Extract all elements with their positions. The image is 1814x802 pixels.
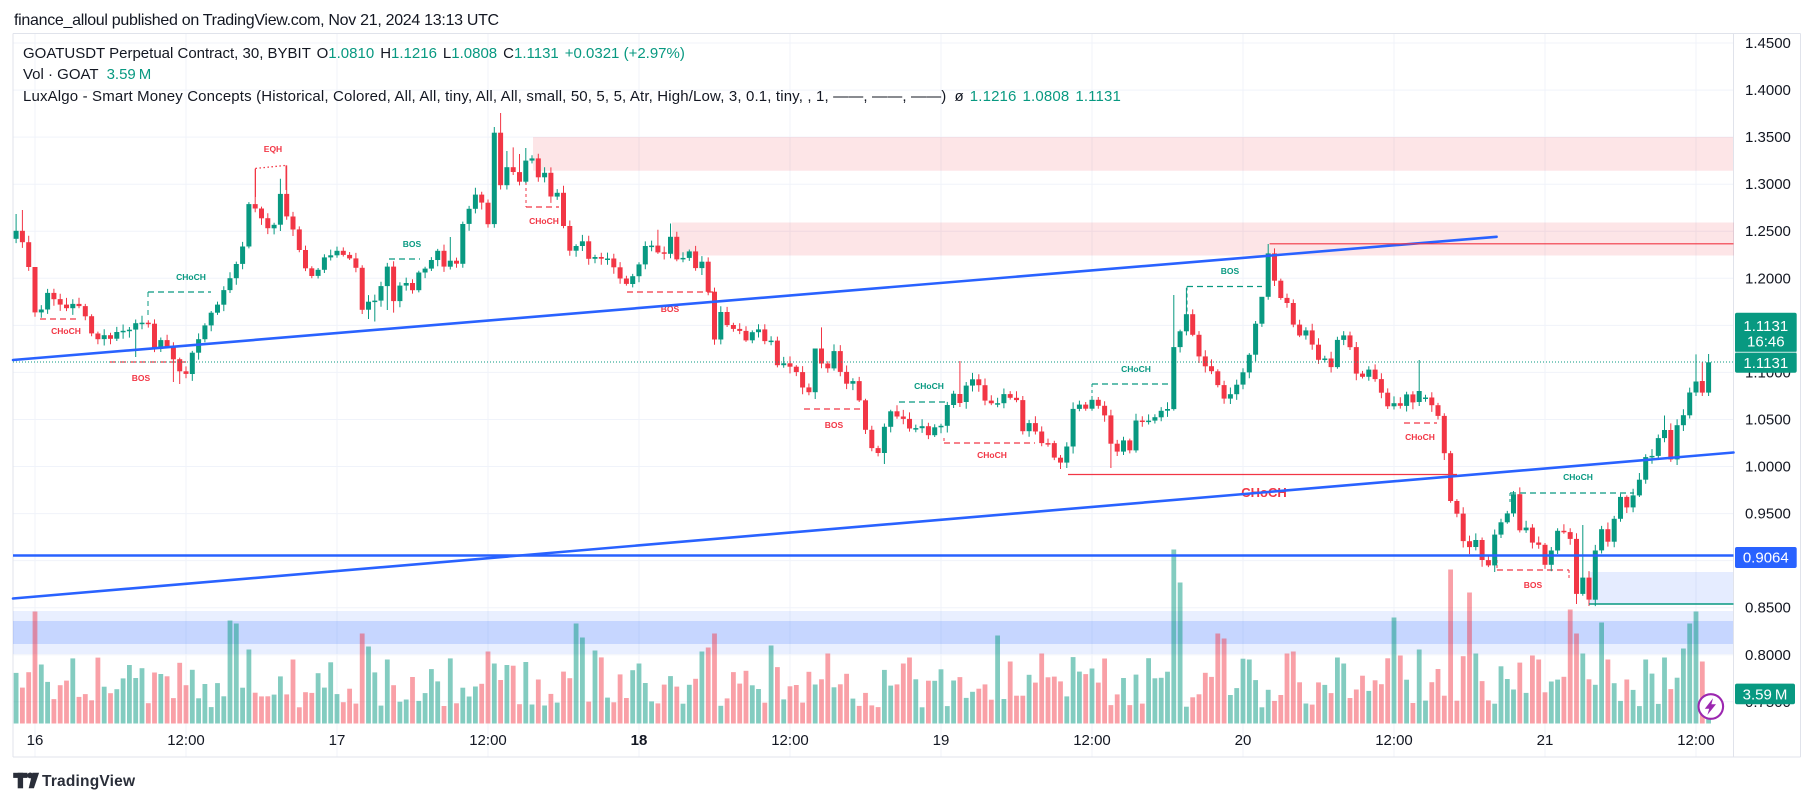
svg-text:CHoCH: CHoCH <box>914 381 944 391</box>
svg-text:1.3000: 1.3000 <box>1745 176 1791 193</box>
svg-text:21: 21 <box>1537 732 1554 749</box>
svg-text:finance_alloul published on Tr: finance_alloul published on TradingView.… <box>14 12 499 29</box>
svg-text:17: 17 <box>329 732 346 749</box>
svg-text:BOS: BOS <box>661 304 680 314</box>
svg-text:12:00: 12:00 <box>1677 732 1715 749</box>
svg-text:16:46: 16:46 <box>1747 334 1785 351</box>
svg-text:1.0000: 1.0000 <box>1745 459 1791 476</box>
svg-text:TradingView: TradingView <box>42 773 136 790</box>
svg-text:12:00: 12:00 <box>167 732 205 749</box>
svg-text:0.8500: 0.8500 <box>1745 600 1791 617</box>
svg-text:BOS: BOS <box>1524 580 1543 590</box>
svg-text:12:00: 12:00 <box>469 732 507 749</box>
svg-text:1.0500: 1.0500 <box>1745 412 1791 429</box>
svg-text:1.4500: 1.4500 <box>1745 35 1791 52</box>
svg-text:1.3500: 1.3500 <box>1745 129 1791 146</box>
svg-text:LuxAlgo - Smart Money Concepts: LuxAlgo - Smart Money Concepts (Historic… <box>23 88 1121 105</box>
svg-text:GOATUSDT Perpetual Contract, 3: GOATUSDT Perpetual Contract, 30, BYBIT O1… <box>23 45 685 62</box>
svg-text:EQH: EQH <box>264 144 282 154</box>
svg-text:1.2000: 1.2000 <box>1745 270 1791 287</box>
svg-text:1.1131: 1.1131 <box>1743 318 1788 335</box>
svg-text:0.9500: 0.9500 <box>1745 506 1791 523</box>
svg-text:CHoCH: CHoCH <box>529 216 559 226</box>
svg-text:0.9064: 0.9064 <box>1743 550 1789 567</box>
svg-text:CHoCH: CHoCH <box>1563 472 1593 482</box>
svg-text:16: 16 <box>27 732 44 749</box>
svg-text:19: 19 <box>933 732 950 749</box>
svg-text:0.8000: 0.8000 <box>1745 647 1791 664</box>
svg-text:CHoCH: CHoCH <box>1121 364 1151 374</box>
svg-text:20: 20 <box>1235 732 1252 749</box>
svg-text:BOS: BOS <box>132 373 151 383</box>
svg-text:3.59 M: 3.59 M <box>1743 686 1788 703</box>
svg-text:12:00: 12:00 <box>771 732 809 749</box>
svg-text:CHoCH: CHoCH <box>51 326 81 336</box>
svg-text:1.4000: 1.4000 <box>1745 82 1791 99</box>
svg-text:BOS: BOS <box>403 239 422 249</box>
svg-text:1.1131: 1.1131 <box>1743 355 1788 372</box>
svg-text:BOS: BOS <box>1221 266 1240 276</box>
svg-text:12:00: 12:00 <box>1073 732 1111 749</box>
svg-text:CHoCH: CHoCH <box>176 272 206 282</box>
svg-text:CHoCH: CHoCH <box>977 450 1007 460</box>
svg-text:BOS: BOS <box>825 420 844 430</box>
svg-text:1.2500: 1.2500 <box>1745 223 1791 240</box>
svg-text:18: 18 <box>631 732 648 749</box>
svg-text:CHoCH: CHoCH <box>1405 432 1435 442</box>
svg-text:12:00: 12:00 <box>1375 732 1413 749</box>
